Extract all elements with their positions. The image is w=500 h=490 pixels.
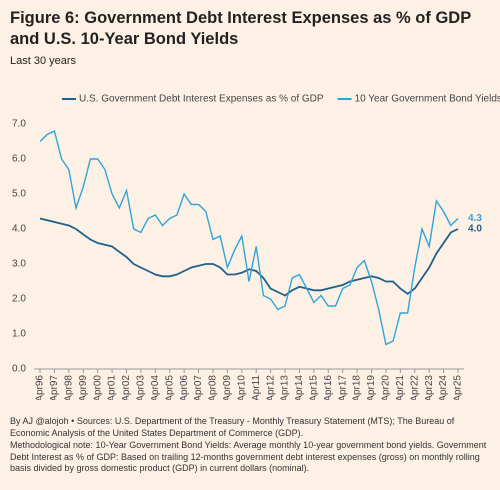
x-tick-label: Apr18 xyxy=(352,375,363,400)
x-tick-label: Apr12 xyxy=(265,375,276,400)
chart-subtitle: Last 30 years xyxy=(10,55,77,67)
series-line xyxy=(39,129,459,346)
y-tick-label: 2.0 xyxy=(12,294,26,305)
x-tick-label: Apr22 xyxy=(409,375,420,400)
x-tick-label: Apr20 xyxy=(381,375,392,400)
x-tick-label: Apr14 xyxy=(294,375,305,400)
x-tick-label: Apr99 xyxy=(78,375,89,400)
x-tick-label: Apr03 xyxy=(136,375,147,400)
x-tick-label: Apr25 xyxy=(453,375,464,400)
x-tick-label: Apr24 xyxy=(438,375,449,400)
x-tick-label: Apr16 xyxy=(323,375,334,400)
x-tick-label: Apr07 xyxy=(193,375,204,400)
chart: U.S. Government Debt Interest Expenses a… xyxy=(12,94,500,400)
y-tick-label: 7.0 xyxy=(12,119,26,130)
y-tick-label: 6.0 xyxy=(12,154,26,165)
legend-label: 10 Year Government Bond Yields (%) xyxy=(355,94,500,105)
x-tick-label: Apr17 xyxy=(337,375,348,400)
x-tick-label: Apr13 xyxy=(280,375,291,400)
x-tick-label: Apr15 xyxy=(309,375,320,400)
y-tick-label: 5.0 xyxy=(12,189,26,200)
y-tick-label: 0.0 xyxy=(12,364,26,375)
x-tick-label: Apr04 xyxy=(150,375,161,400)
x-tick-label: Apr09 xyxy=(222,375,233,400)
x-tick-label: Apr00 xyxy=(92,375,103,400)
x-tick-label: Apr23 xyxy=(424,375,435,400)
x-tick-label: Apr02 xyxy=(121,375,132,400)
x-tick-label: Apr97 xyxy=(49,375,60,400)
x-tick-label: Apr98 xyxy=(63,375,74,400)
y-tick-label: 1.0 xyxy=(12,329,26,340)
end-label: 4.0 xyxy=(468,224,482,235)
x-tick-label: Apr96 xyxy=(35,375,46,400)
x-tick-label: Apr19 xyxy=(366,375,377,400)
x-tick-label: Apr05 xyxy=(164,375,175,400)
x-tick-label: Apr06 xyxy=(179,375,190,400)
end-label: 4.3 xyxy=(468,213,482,224)
x-tick-label: Apr21 xyxy=(395,375,406,400)
x-tick-label: Apr01 xyxy=(107,375,118,400)
source-note: By AJ @alojoh • Sources: U.S. Department… xyxy=(10,416,455,438)
series-line xyxy=(39,217,459,297)
chart-title: Figure 6: Government Debt Interest Expen… xyxy=(10,9,471,48)
y-tick-label: 3.0 xyxy=(12,259,26,270)
x-tick-label: Apr10 xyxy=(236,375,247,400)
x-tick-label: Apr11 xyxy=(251,375,262,400)
method-note: Methodological note: 10-Year Government … xyxy=(10,440,487,473)
x-tick-label: Apr08 xyxy=(208,375,219,400)
legend-label: U.S. Government Debt Interest Expenses a… xyxy=(79,94,324,105)
y-tick-label: 4.0 xyxy=(12,224,26,235)
